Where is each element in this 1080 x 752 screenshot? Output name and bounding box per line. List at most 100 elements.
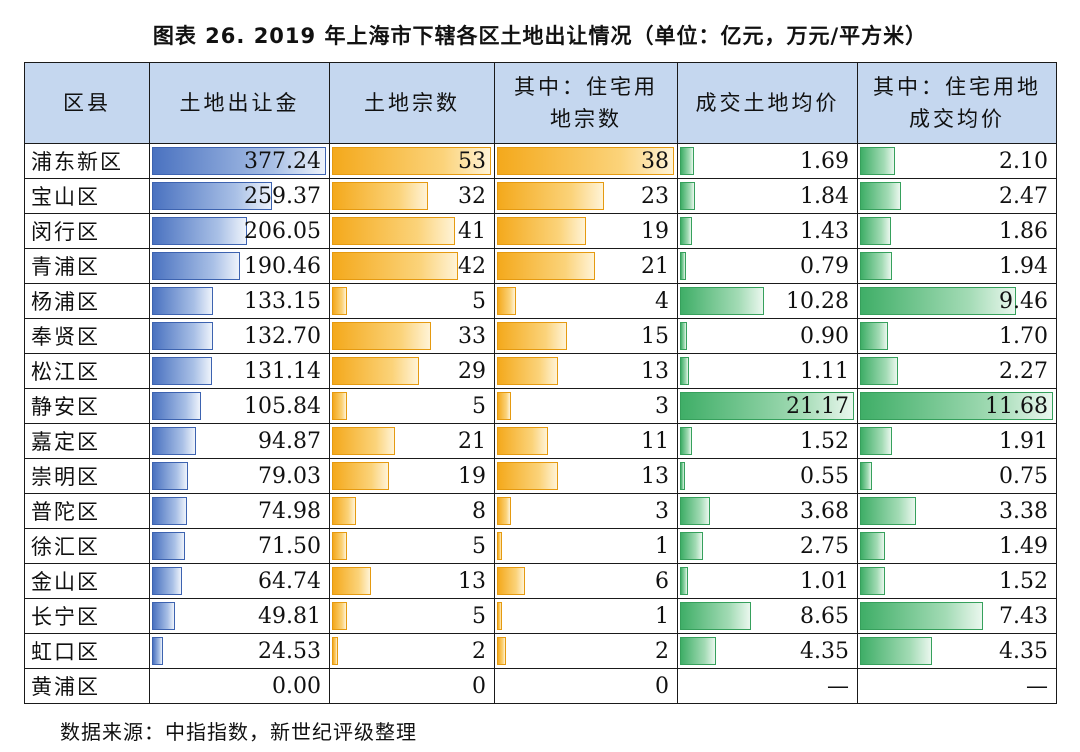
parcels-databar	[332, 392, 347, 420]
proceeds-value: 131.14	[244, 358, 321, 384]
res-parcels-databar	[497, 462, 558, 490]
proceeds-value: 133.15	[244, 288, 321, 314]
district-name: 长宁区	[24, 598, 150, 634]
avg-price-databar	[680, 322, 687, 350]
parcels-databar	[332, 322, 431, 350]
parcels-databar	[332, 287, 347, 315]
header-res-parcels: 其中：住宅用 地宗数	[494, 62, 678, 144]
proceeds-cell: 259.37	[149, 178, 330, 214]
avg-price-cell: 2.75	[677, 528, 858, 564]
avg-price-value: 21.17	[786, 393, 849, 419]
parcels-databar	[332, 427, 395, 455]
res-parcels-value: 3	[655, 393, 669, 419]
header-row: 区县 土地出让金 土地宗数 其中：住宅用 地宗数 成交土地均价 其中：住宅用地 成交…	[24, 62, 1057, 144]
parcels-cell: 19	[329, 458, 495, 494]
res-avg-price-cell: 9.46	[857, 283, 1057, 319]
res-parcels-value: 0	[655, 673, 669, 699]
res-parcels-value: 13	[641, 463, 669, 489]
district-name: 静安区	[24, 388, 150, 424]
proceeds-databar	[152, 287, 213, 315]
proceeds-databar	[152, 497, 187, 525]
res-avg-price-value: —	[1026, 673, 1048, 699]
parcels-value: 33	[458, 323, 486, 349]
res-parcels-value: 1	[655, 603, 669, 629]
avg-price-cell: 1.84	[677, 178, 858, 214]
res-avg-price-databar	[860, 287, 1016, 315]
table-row: 金山区 64.74 13 6 1.01 1.52	[24, 563, 1057, 599]
table-row: 松江区 131.14 29 13 1.11 2.27	[24, 353, 1057, 389]
res-parcels-databar	[497, 392, 511, 420]
avg-price-cell: 1.69	[677, 143, 858, 179]
parcels-cell: 5	[329, 528, 495, 564]
res-avg-price-cell: —	[857, 668, 1057, 704]
avg-price-databar	[680, 602, 751, 630]
proceeds-value: 377.24	[244, 148, 321, 174]
table-row: 长宁区 49.81 5 1 8.65 7.43	[24, 598, 1057, 634]
proceeds-databar	[152, 427, 196, 455]
proceeds-value: 24.53	[258, 638, 321, 664]
res-parcels-cell: 0	[494, 668, 678, 704]
header-res-avg-price-line1: 其中：住宅用地	[873, 75, 1041, 99]
res-avg-price-databar	[860, 532, 885, 560]
res-avg-price-value: 1.91	[999, 428, 1048, 454]
res-avg-price-cell: 7.43	[857, 598, 1057, 634]
res-parcels-databar	[497, 427, 548, 455]
proceeds-databar	[152, 392, 201, 420]
parcels-cell: 5	[329, 388, 495, 424]
parcels-cell: 8	[329, 493, 495, 529]
table-row: 虹口区 24.53 2 2 4.35 4.35	[24, 633, 1057, 669]
district-name: 金山区	[24, 563, 150, 599]
proceeds-value: 74.98	[258, 498, 321, 524]
res-avg-price-value: 3.38	[999, 498, 1048, 524]
district-name: 崇明区	[24, 458, 150, 494]
proceeds-cell: 24.53	[149, 633, 330, 669]
parcels-cell: 21	[329, 423, 495, 459]
parcels-cell: 32	[329, 178, 495, 214]
res-parcels-cell: 21	[494, 248, 678, 284]
proceeds-cell: 190.46	[149, 248, 330, 284]
proceeds-value: 0.00	[272, 673, 321, 699]
parcels-databar	[332, 637, 338, 665]
avg-price-value: 1.69	[800, 148, 849, 174]
proceeds-databar	[152, 322, 213, 350]
avg-price-value: 1.84	[800, 183, 849, 209]
proceeds-cell: 74.98	[149, 493, 330, 529]
proceeds-databar	[152, 532, 185, 560]
district-name: 闵行区	[24, 213, 150, 249]
res-avg-price-databar	[860, 567, 885, 595]
header-avg-price: 成交土地均价	[677, 62, 858, 144]
res-parcels-databar	[497, 357, 558, 385]
res-avg-price-databar	[860, 252, 892, 280]
district-name: 嘉定区	[24, 423, 150, 459]
res-avg-price-cell: 1.86	[857, 213, 1057, 249]
proceeds-cell: 377.24	[149, 143, 330, 179]
table-row: 崇明区 79.03 19 13 0.55 0.75	[24, 458, 1057, 494]
avg-price-cell: 1.01	[677, 563, 858, 599]
res-parcels-databar	[497, 182, 604, 210]
res-avg-price-value: 11.68	[985, 393, 1048, 419]
res-avg-price-cell: 1.70	[857, 318, 1057, 354]
table-row: 奉贤区 132.70 33 15 0.90 1.70	[24, 318, 1057, 354]
parcels-cell: 5	[329, 283, 495, 319]
proceeds-cell: 206.05	[149, 213, 330, 249]
res-avg-price-cell: 1.52	[857, 563, 1057, 599]
proceeds-cell: 132.70	[149, 318, 330, 354]
proceeds-cell: 49.81	[149, 598, 330, 634]
avg-price-databar	[680, 287, 764, 315]
avg-price-value: 2.75	[800, 533, 849, 559]
avg-price-databar	[680, 147, 694, 175]
avg-price-value: 3.68	[800, 498, 849, 524]
proceeds-databar	[152, 637, 163, 665]
avg-price-databar	[680, 427, 692, 455]
avg-price-value: 1.52	[800, 428, 849, 454]
proceeds-cell: 94.87	[149, 423, 330, 459]
proceeds-databar	[152, 567, 182, 595]
district-name: 杨浦区	[24, 283, 150, 319]
avg-price-value: 10.28	[786, 288, 849, 314]
proceeds-databar	[152, 217, 247, 245]
header-proceeds: 土地出让金	[149, 62, 330, 144]
proceeds-databar	[152, 147, 326, 175]
district-name: 普陀区	[24, 493, 150, 529]
parcels-value: 42	[458, 253, 486, 279]
res-parcels-value: 19	[641, 218, 669, 244]
